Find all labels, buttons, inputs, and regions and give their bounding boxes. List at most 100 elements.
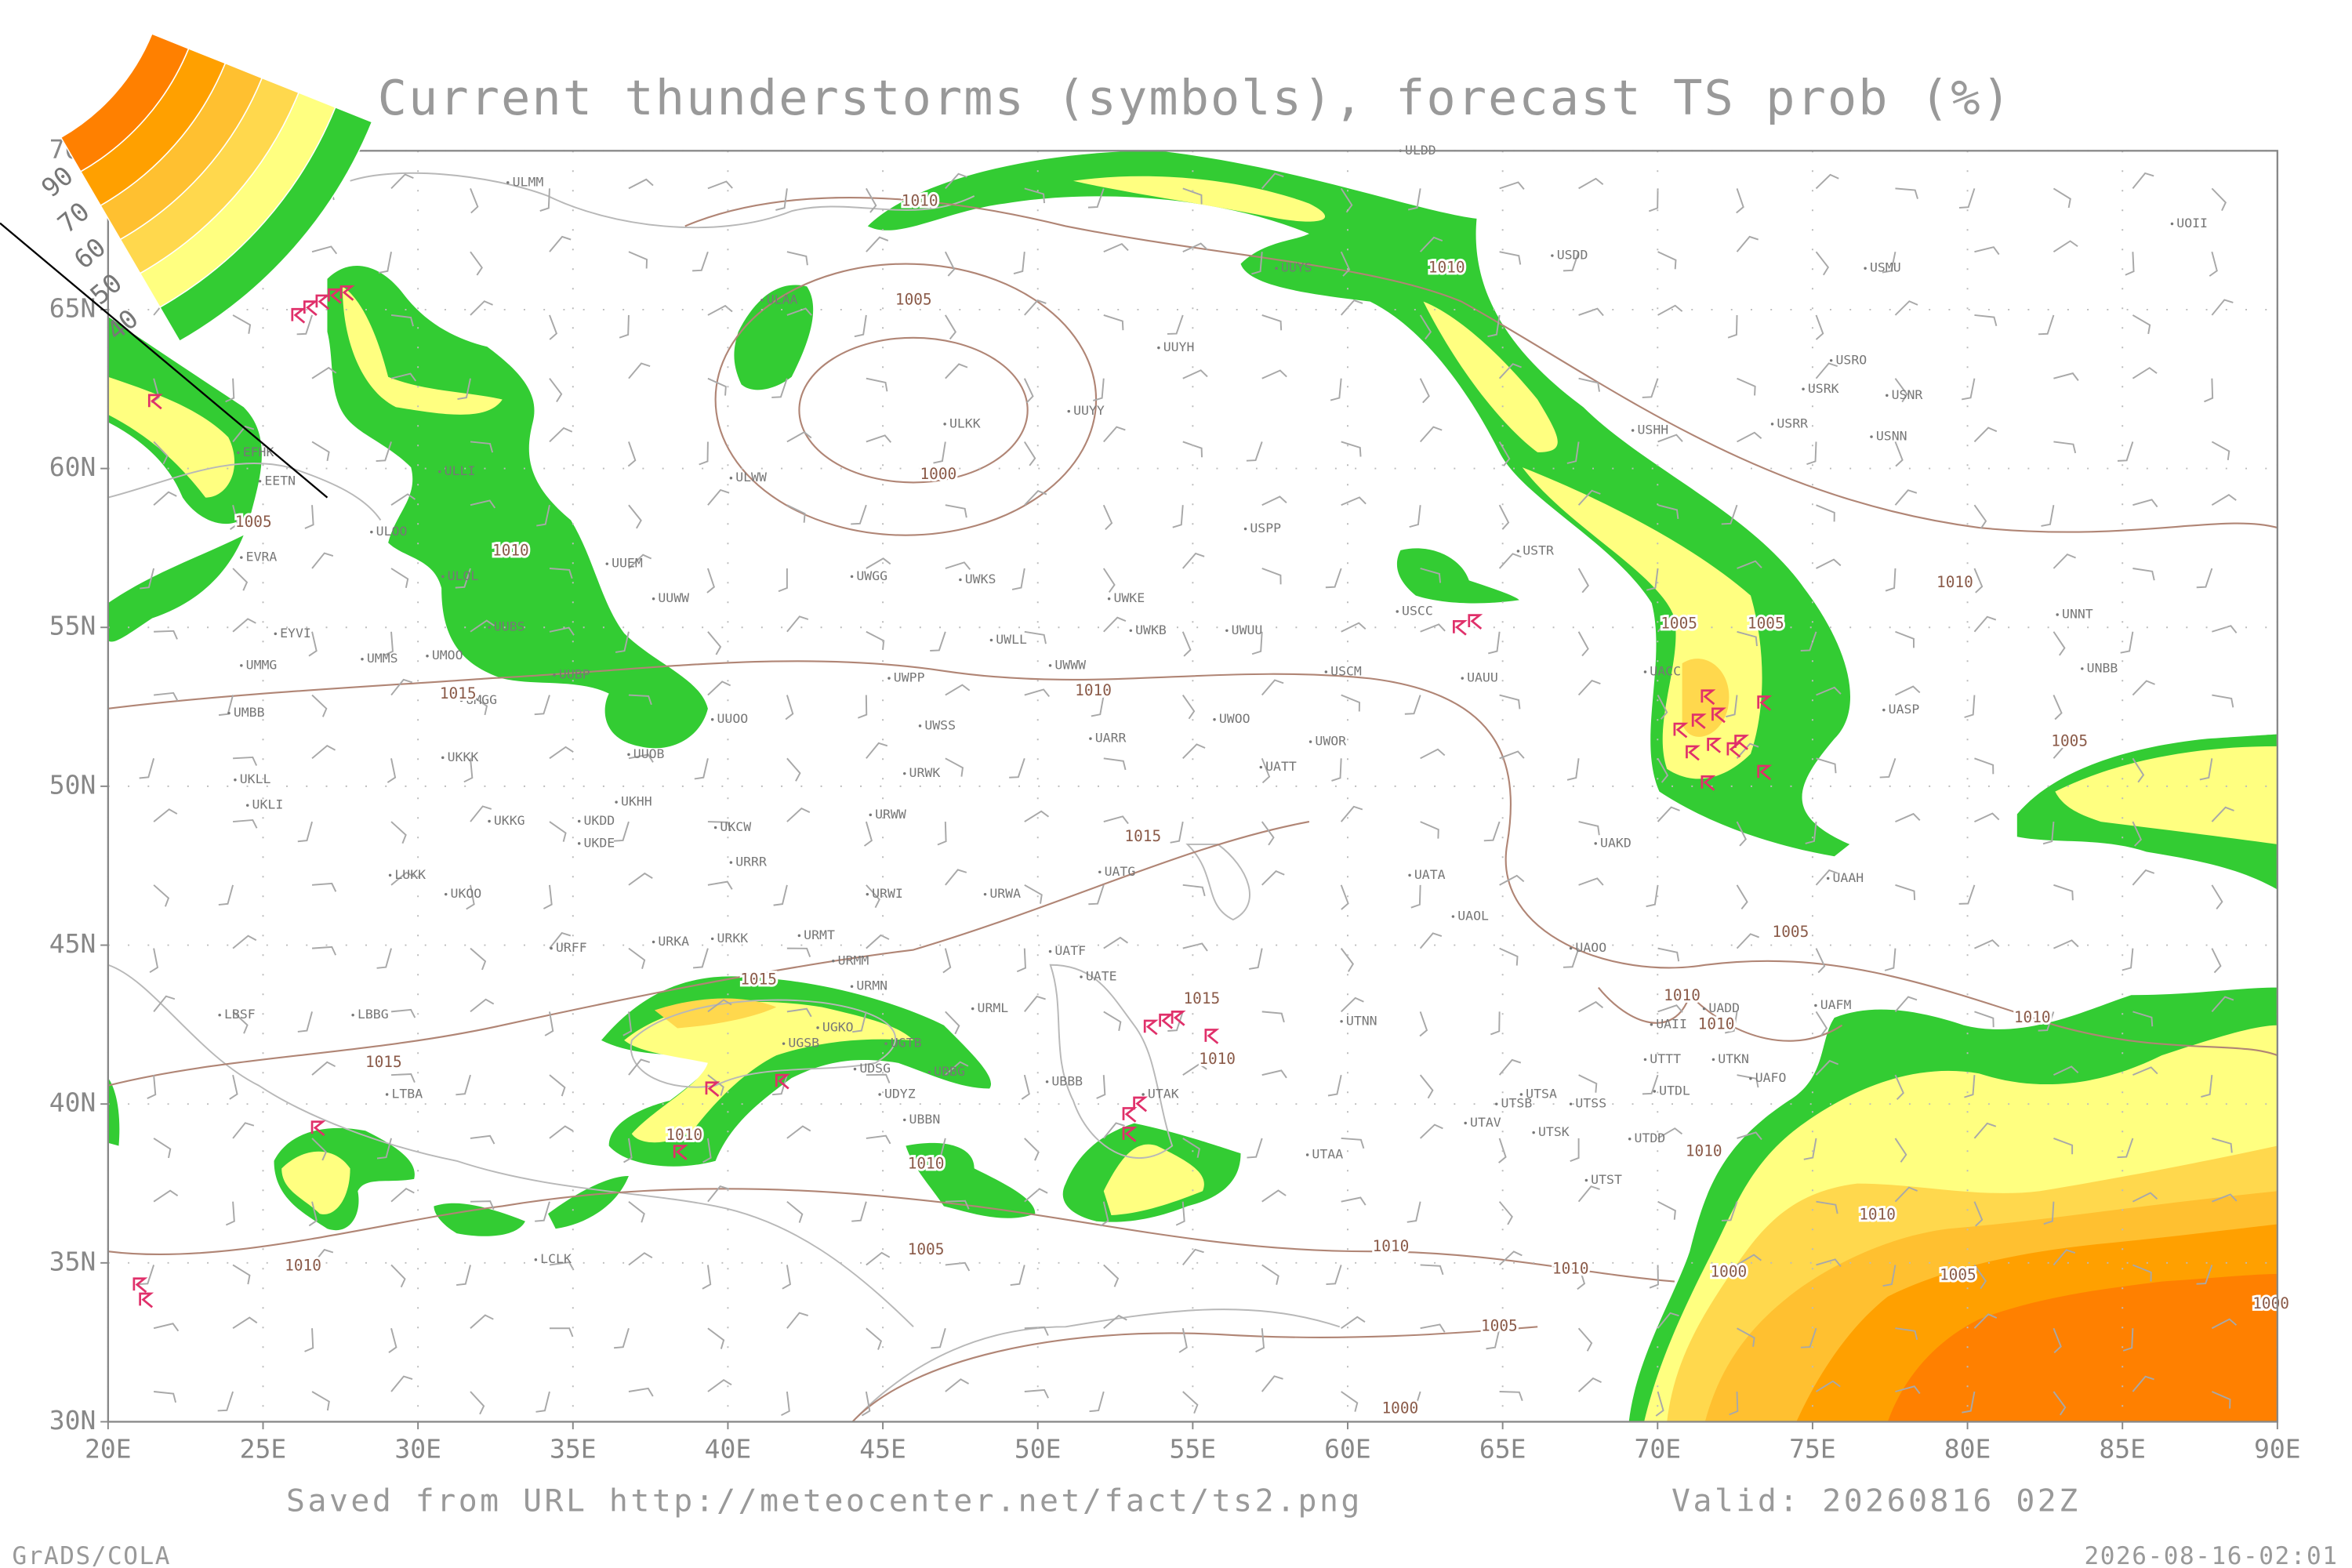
wind-barb bbox=[1420, 821, 1439, 839]
wind-barb bbox=[866, 742, 888, 759]
station-label: USNN bbox=[1876, 429, 1907, 444]
wind-barb bbox=[549, 235, 572, 252]
wind-barb bbox=[930, 631, 946, 652]
station-label: UUYH bbox=[1163, 339, 1195, 354]
wind-barb bbox=[470, 998, 495, 1013]
wind-barb bbox=[218, 884, 234, 906]
wind-barb bbox=[1261, 1011, 1285, 1023]
wind-barb bbox=[1974, 757, 1994, 775]
station-label: UBBB bbox=[1051, 1073, 1083, 1088]
wind-barb bbox=[1103, 243, 1129, 253]
station-dot bbox=[1451, 915, 1455, 918]
station-label: UBBG bbox=[934, 1064, 965, 1079]
isobar-label: 1005 bbox=[1773, 923, 1809, 941]
station-dot bbox=[1275, 267, 1278, 270]
station-label: URFF bbox=[556, 940, 587, 955]
wind-barb bbox=[1499, 694, 1521, 710]
wind-barb bbox=[1182, 1063, 1207, 1076]
wind-barb bbox=[2053, 1391, 2067, 1416]
station-label: UATA bbox=[1414, 867, 1446, 882]
wind-barb bbox=[1255, 1328, 1265, 1353]
station-label: UAFO bbox=[1755, 1070, 1787, 1085]
wind-barb bbox=[153, 1189, 179, 1203]
thunderstorm-symbol bbox=[673, 1145, 688, 1160]
wind-barb bbox=[945, 561, 971, 570]
wind-barb bbox=[466, 884, 475, 910]
wind-barb bbox=[1181, 552, 1205, 569]
wind-barb bbox=[304, 1328, 314, 1352]
wind-barb bbox=[376, 1138, 392, 1160]
wind-barb bbox=[1341, 622, 1367, 633]
wind-barb bbox=[2053, 1138, 2074, 1155]
wind-barb bbox=[549, 746, 574, 760]
wind-barb bbox=[863, 821, 873, 847]
wind-barb bbox=[2199, 758, 2213, 781]
wind-barb bbox=[1341, 996, 1364, 1013]
wind-barb bbox=[1578, 177, 1604, 190]
wind-barb bbox=[1251, 252, 1263, 275]
wind-barb bbox=[1102, 568, 1116, 593]
wind-barb bbox=[1010, 1265, 1025, 1286]
station-label: UATG bbox=[1105, 864, 1136, 879]
station-label: UWSS bbox=[924, 717, 956, 732]
wind-barb bbox=[153, 808, 178, 822]
wind-barb bbox=[1341, 496, 1367, 506]
wind-barb bbox=[628, 554, 652, 569]
station-label: UKKG bbox=[494, 813, 525, 828]
y-tick-label: 35N bbox=[49, 1247, 96, 1276]
wind-barb bbox=[1648, 188, 1659, 212]
isobar-label: 1010 bbox=[666, 1126, 702, 1144]
station-label: USCM bbox=[1330, 664, 1362, 679]
thunderstorm-symbol bbox=[705, 1081, 720, 1098]
wind-barb bbox=[311, 552, 334, 569]
wind-barb bbox=[942, 948, 952, 974]
wind-barb bbox=[1974, 1011, 1994, 1028]
wind-barb bbox=[1326, 1265, 1342, 1286]
wind-barb bbox=[455, 568, 471, 589]
wind-barb bbox=[1642, 1074, 1659, 1095]
wind-barb bbox=[1657, 304, 1683, 316]
station-dot bbox=[902, 771, 906, 775]
station-dot bbox=[438, 470, 441, 474]
wind-barb bbox=[614, 1327, 630, 1349]
station-dot bbox=[816, 1026, 819, 1029]
wind-barb bbox=[2132, 1192, 2158, 1203]
wind-barb bbox=[1261, 1375, 1283, 1392]
station-label: USTR bbox=[1523, 543, 1554, 558]
station-dot bbox=[652, 597, 655, 601]
legend-pointer bbox=[0, 222, 328, 499]
station-label: UTNN bbox=[1346, 1013, 1377, 1028]
wind-barb bbox=[2125, 252, 2135, 276]
station-label: USNR bbox=[1892, 387, 1923, 402]
wind-barb bbox=[1011, 568, 1025, 590]
wind-barb bbox=[470, 1391, 485, 1415]
wind-barb bbox=[707, 488, 730, 506]
wind-barb bbox=[1261, 568, 1282, 585]
legend-band bbox=[60, 33, 190, 172]
wind-barb bbox=[2132, 821, 2143, 847]
station-label: UMGG bbox=[466, 692, 497, 707]
x-tick-label: 70E bbox=[1634, 1435, 1681, 1465]
wind-barb bbox=[1737, 1131, 1762, 1141]
isobar-label: 1000 bbox=[1381, 1399, 1418, 1417]
wind-barb bbox=[149, 948, 159, 974]
station-dot bbox=[237, 451, 240, 455]
wind-barb bbox=[628, 872, 653, 886]
wind-barb bbox=[1578, 877, 1604, 886]
station-dot bbox=[351, 1013, 354, 1017]
wind-barb bbox=[232, 568, 249, 591]
wind-barb bbox=[390, 821, 407, 844]
station-label: UMMS bbox=[367, 651, 398, 666]
wind-barb bbox=[786, 947, 811, 957]
wind-barb bbox=[2212, 625, 2238, 633]
wind-barb bbox=[457, 378, 471, 400]
wind-barb bbox=[628, 1200, 645, 1223]
wind-barb bbox=[1800, 631, 1817, 652]
station-dot bbox=[240, 664, 243, 667]
wind-barb bbox=[866, 557, 891, 569]
wind-barb bbox=[931, 1138, 946, 1160]
station-label: USCC bbox=[1402, 604, 1433, 619]
station-dot bbox=[1643, 1058, 1647, 1062]
wind-barb bbox=[1340, 884, 1349, 910]
station-label: URML bbox=[978, 1000, 1009, 1015]
